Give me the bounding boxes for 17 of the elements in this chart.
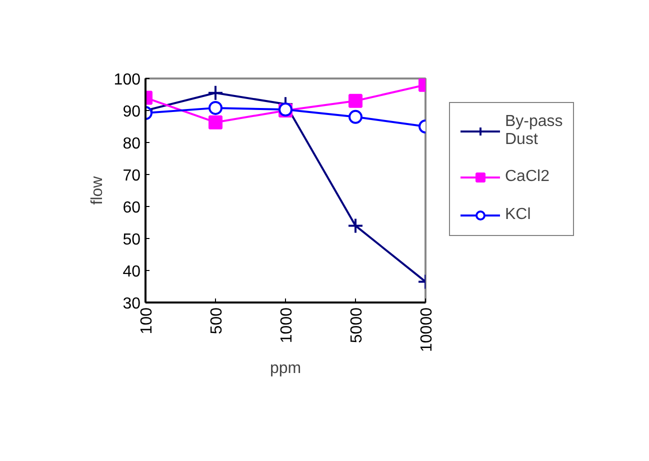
y-axis-title: flow (88, 176, 106, 205)
x-tick-label: 5000 (348, 307, 366, 344)
y-tick-label: 60 (122, 200, 141, 216)
y-tick-label: 100 (114, 72, 141, 88)
y-tick-label: 50 (122, 232, 141, 248)
y-tick-label: 30 (122, 296, 141, 312)
y-tick-label: 70 (122, 168, 141, 184)
x-tick-label: 1000 (278, 307, 296, 344)
y-tick-label: 80 (122, 136, 141, 152)
x-tick-label: 10000 (418, 307, 436, 352)
x-axis-title: ppm (270, 360, 302, 377)
legend-label: KCl (505, 205, 531, 225)
legend-label: CaCl2 (505, 167, 550, 187)
y-tick-label: 90 (122, 104, 141, 120)
x-tick-label: 500 (208, 307, 226, 334)
y-tick-label: 40 (122, 264, 141, 280)
legend-label: By-pass Dust (505, 113, 563, 149)
